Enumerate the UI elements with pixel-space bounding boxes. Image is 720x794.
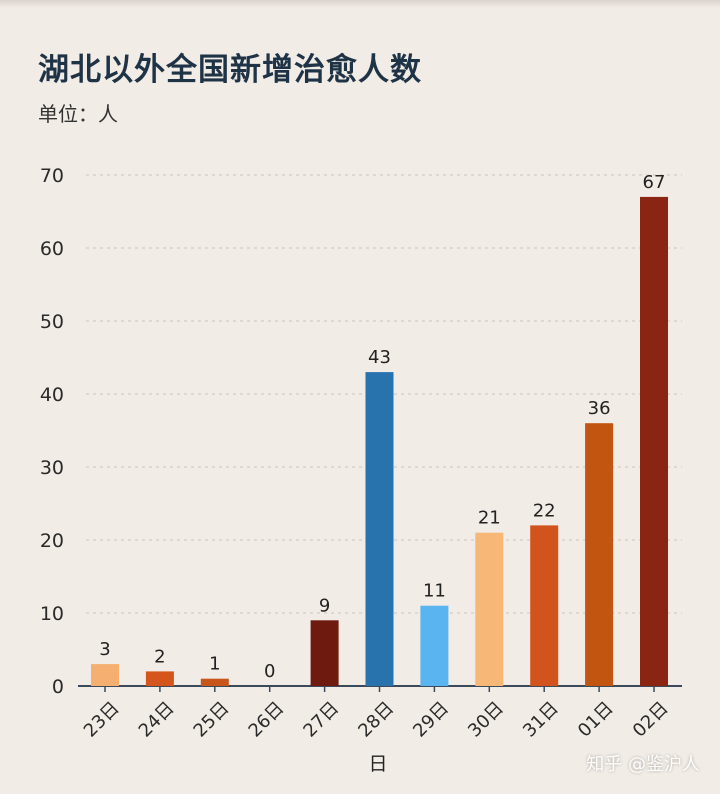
bar [475,532,504,686]
x-tick-label: 26日 [245,698,289,742]
watermark: 知乎 @鉴沪人 [586,754,700,775]
x-tick-label: 24日 [135,698,179,742]
data-label: 9 [319,595,330,616]
data-label: 2 [154,646,165,667]
data-label: 67 [643,172,666,193]
bars [91,196,668,686]
bar [91,664,119,686]
x-tick-label: 29日 [409,698,453,742]
x-tick-label: 23日 [80,698,124,742]
unit-label: 单位：人 [38,102,118,126]
y-tick-label: 60 [40,238,64,260]
gridlines [86,174,682,614]
chart-title: 湖北以外全国新增治愈人数 [38,52,422,88]
data-label: 11 [423,581,446,602]
x-tick-label: 27日 [299,698,343,742]
data-label: 22 [533,500,556,521]
bar [365,372,394,686]
x-tick-label: 02日 [629,698,673,742]
x-tick-label: 28日 [354,698,398,742]
data-label: 0 [264,661,275,682]
x-tick-label: 30日 [464,698,508,742]
bar [310,620,339,686]
y-tick-label: 0 [52,676,64,698]
x-axis-label: 日 [368,753,387,775]
x-tick-label: 01日 [574,698,618,742]
bar [200,678,229,686]
data-label: 43 [368,347,391,368]
y-tick-label: 10 [40,603,64,625]
data-label: 3 [99,639,110,660]
y-axis-ticks: 0 10 20 30 40 50 60 70 [40,165,64,698]
bar [145,671,174,686]
y-tick-label: 70 [40,165,64,187]
y-tick-label: 40 [40,384,64,406]
x-tick-label: 31日 [519,698,563,742]
data-label: 21 [478,508,501,529]
top-shadow [0,0,720,8]
bar [585,423,614,686]
y-tick-label: 30 [40,457,64,479]
data-label: 1 [209,654,220,675]
bar [530,525,559,686]
data-label: 36 [588,398,611,419]
bar [420,605,449,686]
x-tick-label: 25日 [190,698,234,742]
y-tick-label: 50 [40,311,64,333]
bar [640,196,668,686]
x-axis-ticks: 23日 24日 25日 26日 27日 28日 29日 30日 31日 01日 02日 [80,686,673,742]
y-tick-label: 20 [40,530,64,552]
